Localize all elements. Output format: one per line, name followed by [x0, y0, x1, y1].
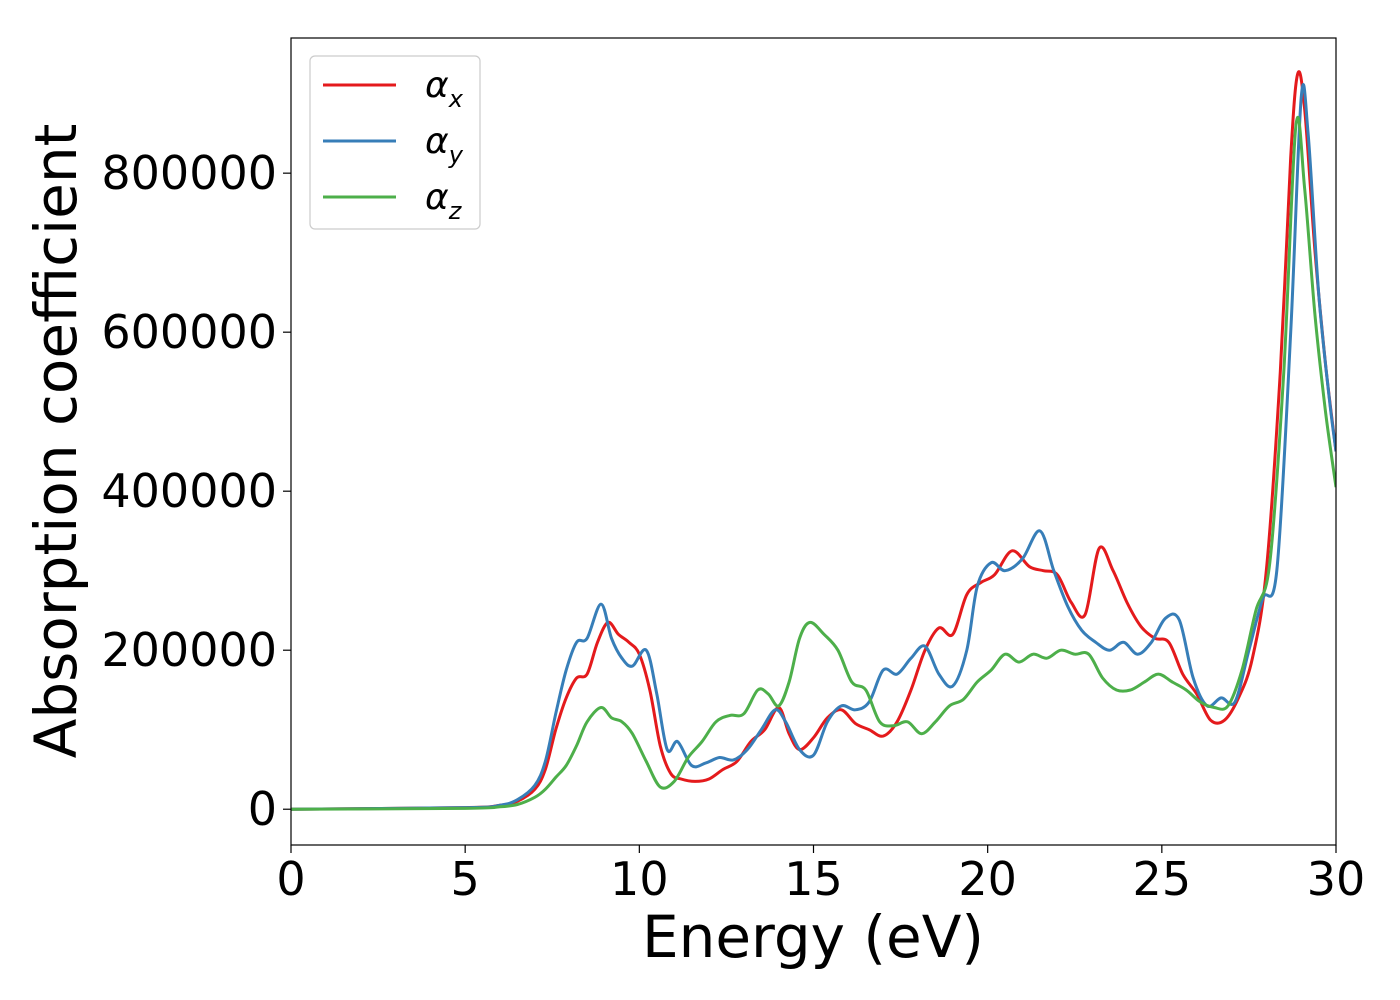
series-line-y: [291, 83, 1336, 811]
y-axis: 0 200000 400000 600000 800000: [101, 146, 291, 836]
legend-label-base: α: [425, 121, 449, 162]
legend-label-base: α: [425, 65, 449, 106]
y-tick-label: 200000: [101, 623, 277, 677]
x-tick-label: 10: [610, 852, 669, 906]
x-tick-label: 25: [1133, 852, 1192, 906]
series-line-z: [291, 115, 1336, 811]
x-axis-title: Energy (eV): [642, 903, 984, 971]
legend-label-subscript: x: [448, 85, 464, 113]
x-tick-label: 15: [784, 852, 843, 906]
x-tick-label: 20: [958, 852, 1017, 906]
legend-label-z: αz: [425, 177, 463, 225]
y-tick-label: 600000: [101, 305, 277, 359]
series-layer: [291, 70, 1336, 811]
x-axis: 0 5 10 15 20 25 30: [276, 845, 1365, 906]
y-tick-label: 800000: [101, 146, 277, 200]
y-axis-title: Absorption coefficient: [22, 124, 90, 759]
legend-label-x: αx: [425, 65, 464, 113]
y-tick-label: 400000: [101, 464, 277, 518]
x-tick-label: 5: [451, 852, 480, 906]
legend-label-subscript: y: [448, 141, 464, 169]
legend-label-base: α: [425, 177, 449, 218]
y-tick-label: 0: [248, 782, 277, 836]
x-tick-label: 30: [1307, 852, 1366, 906]
legend-label-subscript: z: [448, 197, 463, 225]
x-tick-label: 0: [276, 852, 305, 906]
legend-label-y: αy: [425, 121, 464, 169]
